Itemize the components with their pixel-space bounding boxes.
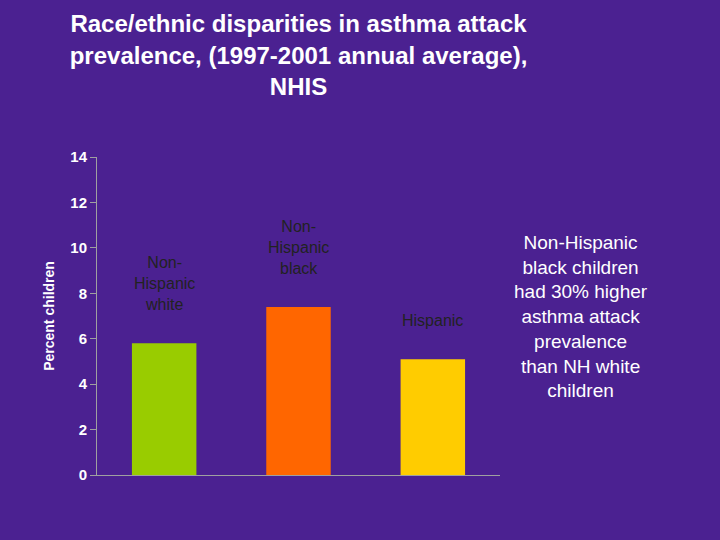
svg-text:Non-Hispanicblack childrenhad: Non-Hispanicblack childrenhad 30% higher… (514, 232, 648, 401)
svg-text:0: 0 (79, 466, 87, 483)
svg-text:Race/ethnic disparities in ast: Race/ethnic disparities in asthma attack… (70, 10, 528, 99)
svg-text:Percent children: Percent children (41, 261, 57, 371)
svg-text:4: 4 (79, 375, 88, 392)
svg-text:2: 2 (79, 421, 87, 438)
svg-text:8: 8 (79, 285, 87, 302)
svg-text:12: 12 (70, 194, 87, 211)
svg-text:14: 14 (70, 148, 87, 165)
svg-text:Non-Hispanicwhite: Non-Hispanicwhite (134, 254, 195, 313)
svg-text:Hispanic: Hispanic (402, 312, 463, 329)
svg-text:6: 6 (79, 330, 87, 347)
svg-text:10: 10 (70, 239, 87, 256)
svg-text:Non-Hispanicblack: Non-Hispanicblack (268, 218, 329, 277)
